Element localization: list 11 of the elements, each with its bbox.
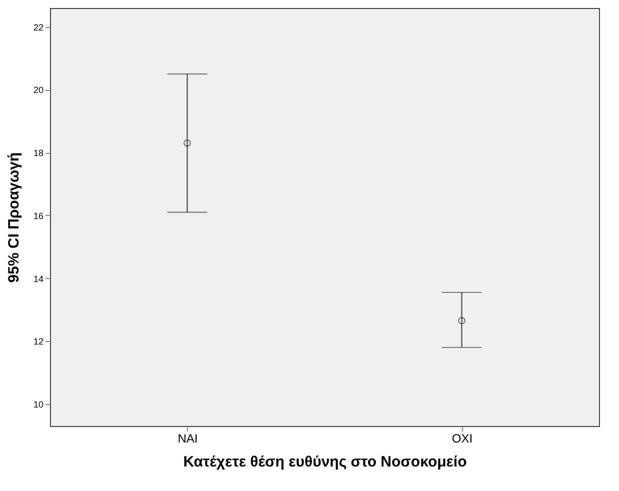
y-tick-label: 14 xyxy=(33,274,44,284)
y-tick-label: 22 xyxy=(33,22,44,32)
y-tick-label: 16 xyxy=(33,210,44,221)
y-tick-label: 18 xyxy=(33,148,44,158)
y-axis-title: 95% CI Προαγωγή xyxy=(5,152,22,283)
y-tick-label: 12 xyxy=(33,336,44,347)
y-tick-label: 10 xyxy=(33,400,44,410)
x-tick-label: NAI xyxy=(178,432,198,446)
x-tick-label: OXI xyxy=(452,432,473,446)
y-tick-label: 20 xyxy=(33,85,44,96)
x-axis-title: Κατέχετε θέση ευθύνης στο Νοσοκομείο xyxy=(183,454,467,470)
